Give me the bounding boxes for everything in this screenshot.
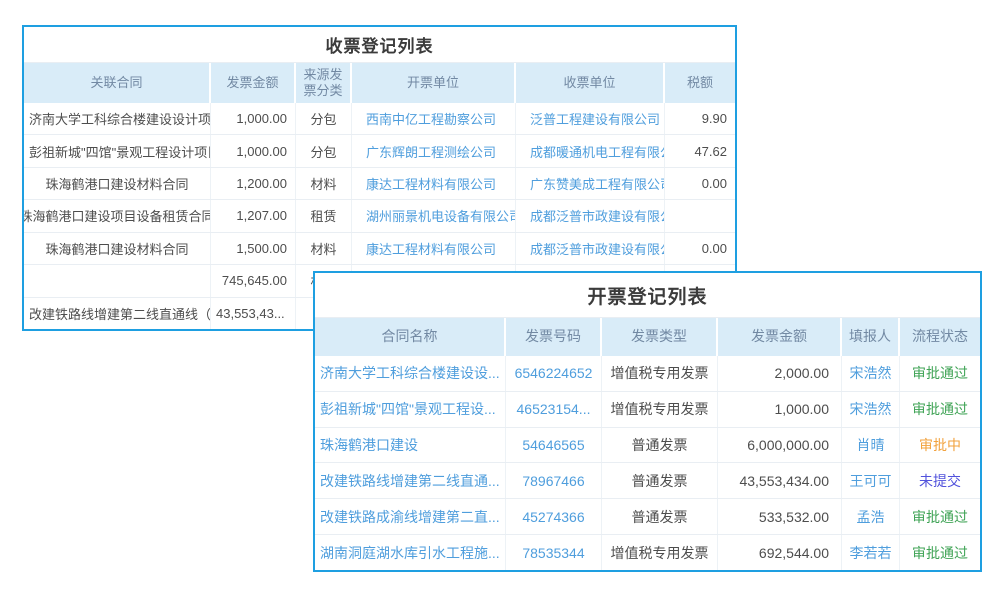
cell-tax: 0.00 bbox=[701, 176, 727, 192]
invoice-col-workflow-status: 流程状态 bbox=[900, 318, 980, 356]
invoice-col-number: 发票号码 bbox=[506, 318, 602, 356]
invoice-number-link[interactable]: 46523154... bbox=[506, 391, 602, 427]
invoice-table-row: 珠海鹤港口建设 54646565 普通发票 6,000,000.00 肖晴 审批… bbox=[315, 426, 980, 463]
reporter-link[interactable]: 孟浩 bbox=[842, 499, 900, 535]
cell-contract bbox=[24, 265, 211, 297]
cell-tax: 0.00 bbox=[701, 240, 727, 256]
cell-tax: 47.62 bbox=[694, 143, 727, 159]
receipt-col-source-category: 来源发票分类 bbox=[296, 63, 352, 103]
cell-invoice-type: 普通发票 bbox=[602, 427, 718, 463]
invoice-col-type: 发票类型 bbox=[602, 318, 718, 356]
invoice-table-row: 改建铁路线增建第二线直通... 78967466 普通发票 43,553,434… bbox=[315, 462, 980, 499]
reporter-link[interactable]: 李若若 bbox=[842, 535, 900, 570]
receipt-table-row: 珠海鹤港口建设项目设备租赁合同 1,207.00 租赁 湖州丽景机电设备有限公司… bbox=[24, 199, 735, 232]
status-badge: 审批通过 bbox=[912, 508, 968, 525]
cell-contract: 改建铁路线增建第二线直通线（成... bbox=[24, 297, 211, 329]
contract-link[interactable]: 改建铁路成渝线增建第二直... bbox=[315, 499, 506, 535]
receipt-table-header: 关联合同 发票金额 来源发票分类 开票单位 收票单位 税额 bbox=[24, 63, 735, 103]
receiver-link[interactable]: 成都暖通机电工程有限公司 bbox=[516, 135, 665, 167]
invoice-col-amount: 发票金额 bbox=[718, 318, 842, 356]
cell-invoice-amount: 1,200.00 bbox=[211, 167, 296, 200]
cell-invoice-amount: 43,553,43... bbox=[211, 297, 296, 329]
contract-link[interactable]: 彭祖新城"四馆"景观工程设... bbox=[315, 391, 506, 427]
status-badge: 审批通过 bbox=[912, 544, 968, 561]
cell-invoice-type: 增值税专用发票 bbox=[602, 391, 718, 427]
cell-invoice-amount: 1,000.00 bbox=[211, 135, 296, 167]
reporter-link[interactable]: 宋浩然 bbox=[842, 391, 900, 427]
issuer-link[interactable]: 康达工程材料有限公司 bbox=[352, 167, 516, 200]
status-badge: 未提交 bbox=[919, 472, 961, 489]
status-badge: 审批中 bbox=[919, 437, 961, 454]
cell-invoice-type: 普通发票 bbox=[602, 463, 718, 499]
cell-invoice-type: 增值税专用发票 bbox=[602, 356, 718, 391]
cell-invoice-amount: 533,532.00 bbox=[718, 499, 842, 535]
cell-contract: 彭祖新城"四馆"景观工程设计项目... bbox=[24, 135, 211, 167]
invoice-table-header: 合同名称 发票号码 发票类型 发票金额 填报人 流程状态 bbox=[315, 318, 980, 356]
cell-invoice-amount: 745,645.00 bbox=[211, 265, 296, 297]
reporter-link[interactable]: 肖晴 bbox=[842, 427, 900, 463]
receipt-table-row: 彭祖新城"四馆"景观工程设计项目... 1,000.00 分包 广东辉朗工程测绘… bbox=[24, 134, 735, 167]
contract-link[interactable]: 湖南洞庭湖水库引水工程施... bbox=[315, 535, 506, 570]
receipt-table-row: 珠海鹤港口建设材料合同 1,500.00 材料 康达工程材料有限公司 成都泛普市… bbox=[24, 231, 735, 265]
status-badge: 审批通过 bbox=[912, 401, 968, 418]
invoice-table-row: 湖南洞庭湖水库引水工程施... 78535344 增值税专用发票 692,544… bbox=[315, 534, 980, 570]
invoice-col-contract-name: 合同名称 bbox=[315, 318, 506, 356]
receipt-col-issuer: 开票单位 bbox=[352, 63, 516, 103]
invoice-register-panel: 开票登记列表 合同名称 发票号码 发票类型 发票金额 填报人 流程状态 济南大学… bbox=[313, 271, 982, 572]
invoice-panel-title: 开票登记列表 bbox=[315, 273, 980, 318]
cell-invoice-amount: 2,000.00 bbox=[718, 356, 842, 391]
receipt-col-amount: 发票金额 bbox=[211, 63, 296, 103]
cell-invoice-amount: 1,000.00 bbox=[211, 103, 296, 135]
invoice-number-link[interactable]: 78535344 bbox=[506, 535, 602, 570]
cell-source-category: 分包 bbox=[296, 103, 352, 135]
invoice-number-link[interactable]: 54646565 bbox=[506, 427, 602, 463]
cell-invoice-amount: 1,500.00 bbox=[211, 232, 296, 265]
receiver-link[interactable]: 成都泛普市政建设有限公司 bbox=[516, 232, 665, 265]
receiver-link[interactable]: 泛普工程建设有限公司 bbox=[516, 103, 665, 135]
invoice-table-row: 彭祖新城"四馆"景观工程设... 46523154... 增值税专用发票 1,0… bbox=[315, 390, 980, 427]
cell-invoice-type: 普通发票 bbox=[602, 499, 718, 535]
issuer-link[interactable]: 湖州丽景机电设备有限公司 bbox=[352, 200, 516, 232]
cell-contract: 珠海鹤港口建设项目设备租赁合同 bbox=[24, 200, 211, 232]
cell-invoice-amount: 1,000.00 bbox=[718, 391, 842, 427]
issuer-link[interactable]: 康达工程材料有限公司 bbox=[352, 232, 516, 265]
cell-contract: 珠海鹤港口建设材料合同 bbox=[24, 232, 211, 265]
reporter-link[interactable]: 王可可 bbox=[842, 463, 900, 499]
issuer-link[interactable]: 西南中亿工程勘察公司 bbox=[352, 103, 516, 135]
status-badge: 审批通过 bbox=[912, 365, 968, 382]
receipt-col-tax: 税额 bbox=[665, 63, 735, 103]
issuer-link[interactable]: 广东辉朗工程测绘公司 bbox=[352, 135, 516, 167]
cell-tax: 9.90 bbox=[701, 111, 727, 127]
contract-link[interactable]: 改建铁路线增建第二线直通... bbox=[315, 463, 506, 499]
receipt-table-row: 珠海鹤港口建设材料合同 1,200.00 材料 康达工程材料有限公司 广东赞美成… bbox=[24, 166, 735, 200]
cell-source-category: 分包 bbox=[296, 135, 352, 167]
reporter-link[interactable]: 宋浩然 bbox=[842, 356, 900, 391]
invoice-number-link[interactable]: 78967466 bbox=[506, 463, 602, 499]
invoice-number-link[interactable]: 6546224652 bbox=[506, 356, 602, 391]
contract-link[interactable]: 济南大学工科综合楼建设设... bbox=[315, 356, 506, 391]
receipt-col-contract: 关联合同 bbox=[24, 63, 211, 103]
invoice-col-reporter: 填报人 bbox=[842, 318, 900, 356]
cell-source-category: 材料 bbox=[296, 232, 352, 265]
invoice-number-link[interactable]: 45274366 bbox=[506, 499, 602, 535]
cell-source-category: 材料 bbox=[296, 167, 352, 200]
cell-invoice-type: 增值税专用发票 bbox=[602, 535, 718, 570]
receiver-link[interactable]: 广东赞美成工程有限公司 bbox=[516, 167, 665, 200]
cell-contract: 珠海鹤港口建设材料合同 bbox=[24, 167, 211, 200]
cell-invoice-amount: 1,207.00 bbox=[211, 200, 296, 232]
contract-link[interactable]: 珠海鹤港口建设 bbox=[315, 427, 506, 463]
invoice-table-row: 济南大学工科综合楼建设设... 6546224652 增值税专用发票 2,000… bbox=[315, 356, 980, 391]
cell-tax bbox=[665, 200, 735, 231]
cell-invoice-amount: 6,000,000.00 bbox=[718, 427, 842, 463]
receipt-panel-title: 收票登记列表 bbox=[24, 27, 735, 63]
receipt-table-row: 济南大学工科综合楼建设设计项目... 1,000.00 分包 西南中亿工程勘察公… bbox=[24, 103, 735, 135]
invoice-table-row: 改建铁路成渝线增建第二直... 45274366 普通发票 533,532.00… bbox=[315, 498, 980, 535]
cell-invoice-amount: 43,553,434.00 bbox=[718, 463, 842, 499]
receiver-link[interactable]: 成都泛普市政建设有限公司 bbox=[516, 200, 665, 232]
receipt-col-receiver: 收票单位 bbox=[516, 63, 665, 103]
cell-contract: 济南大学工科综合楼建设设计项目... bbox=[24, 103, 211, 135]
cell-source-category: 租赁 bbox=[296, 200, 352, 232]
cell-invoice-amount: 692,544.00 bbox=[718, 535, 842, 570]
